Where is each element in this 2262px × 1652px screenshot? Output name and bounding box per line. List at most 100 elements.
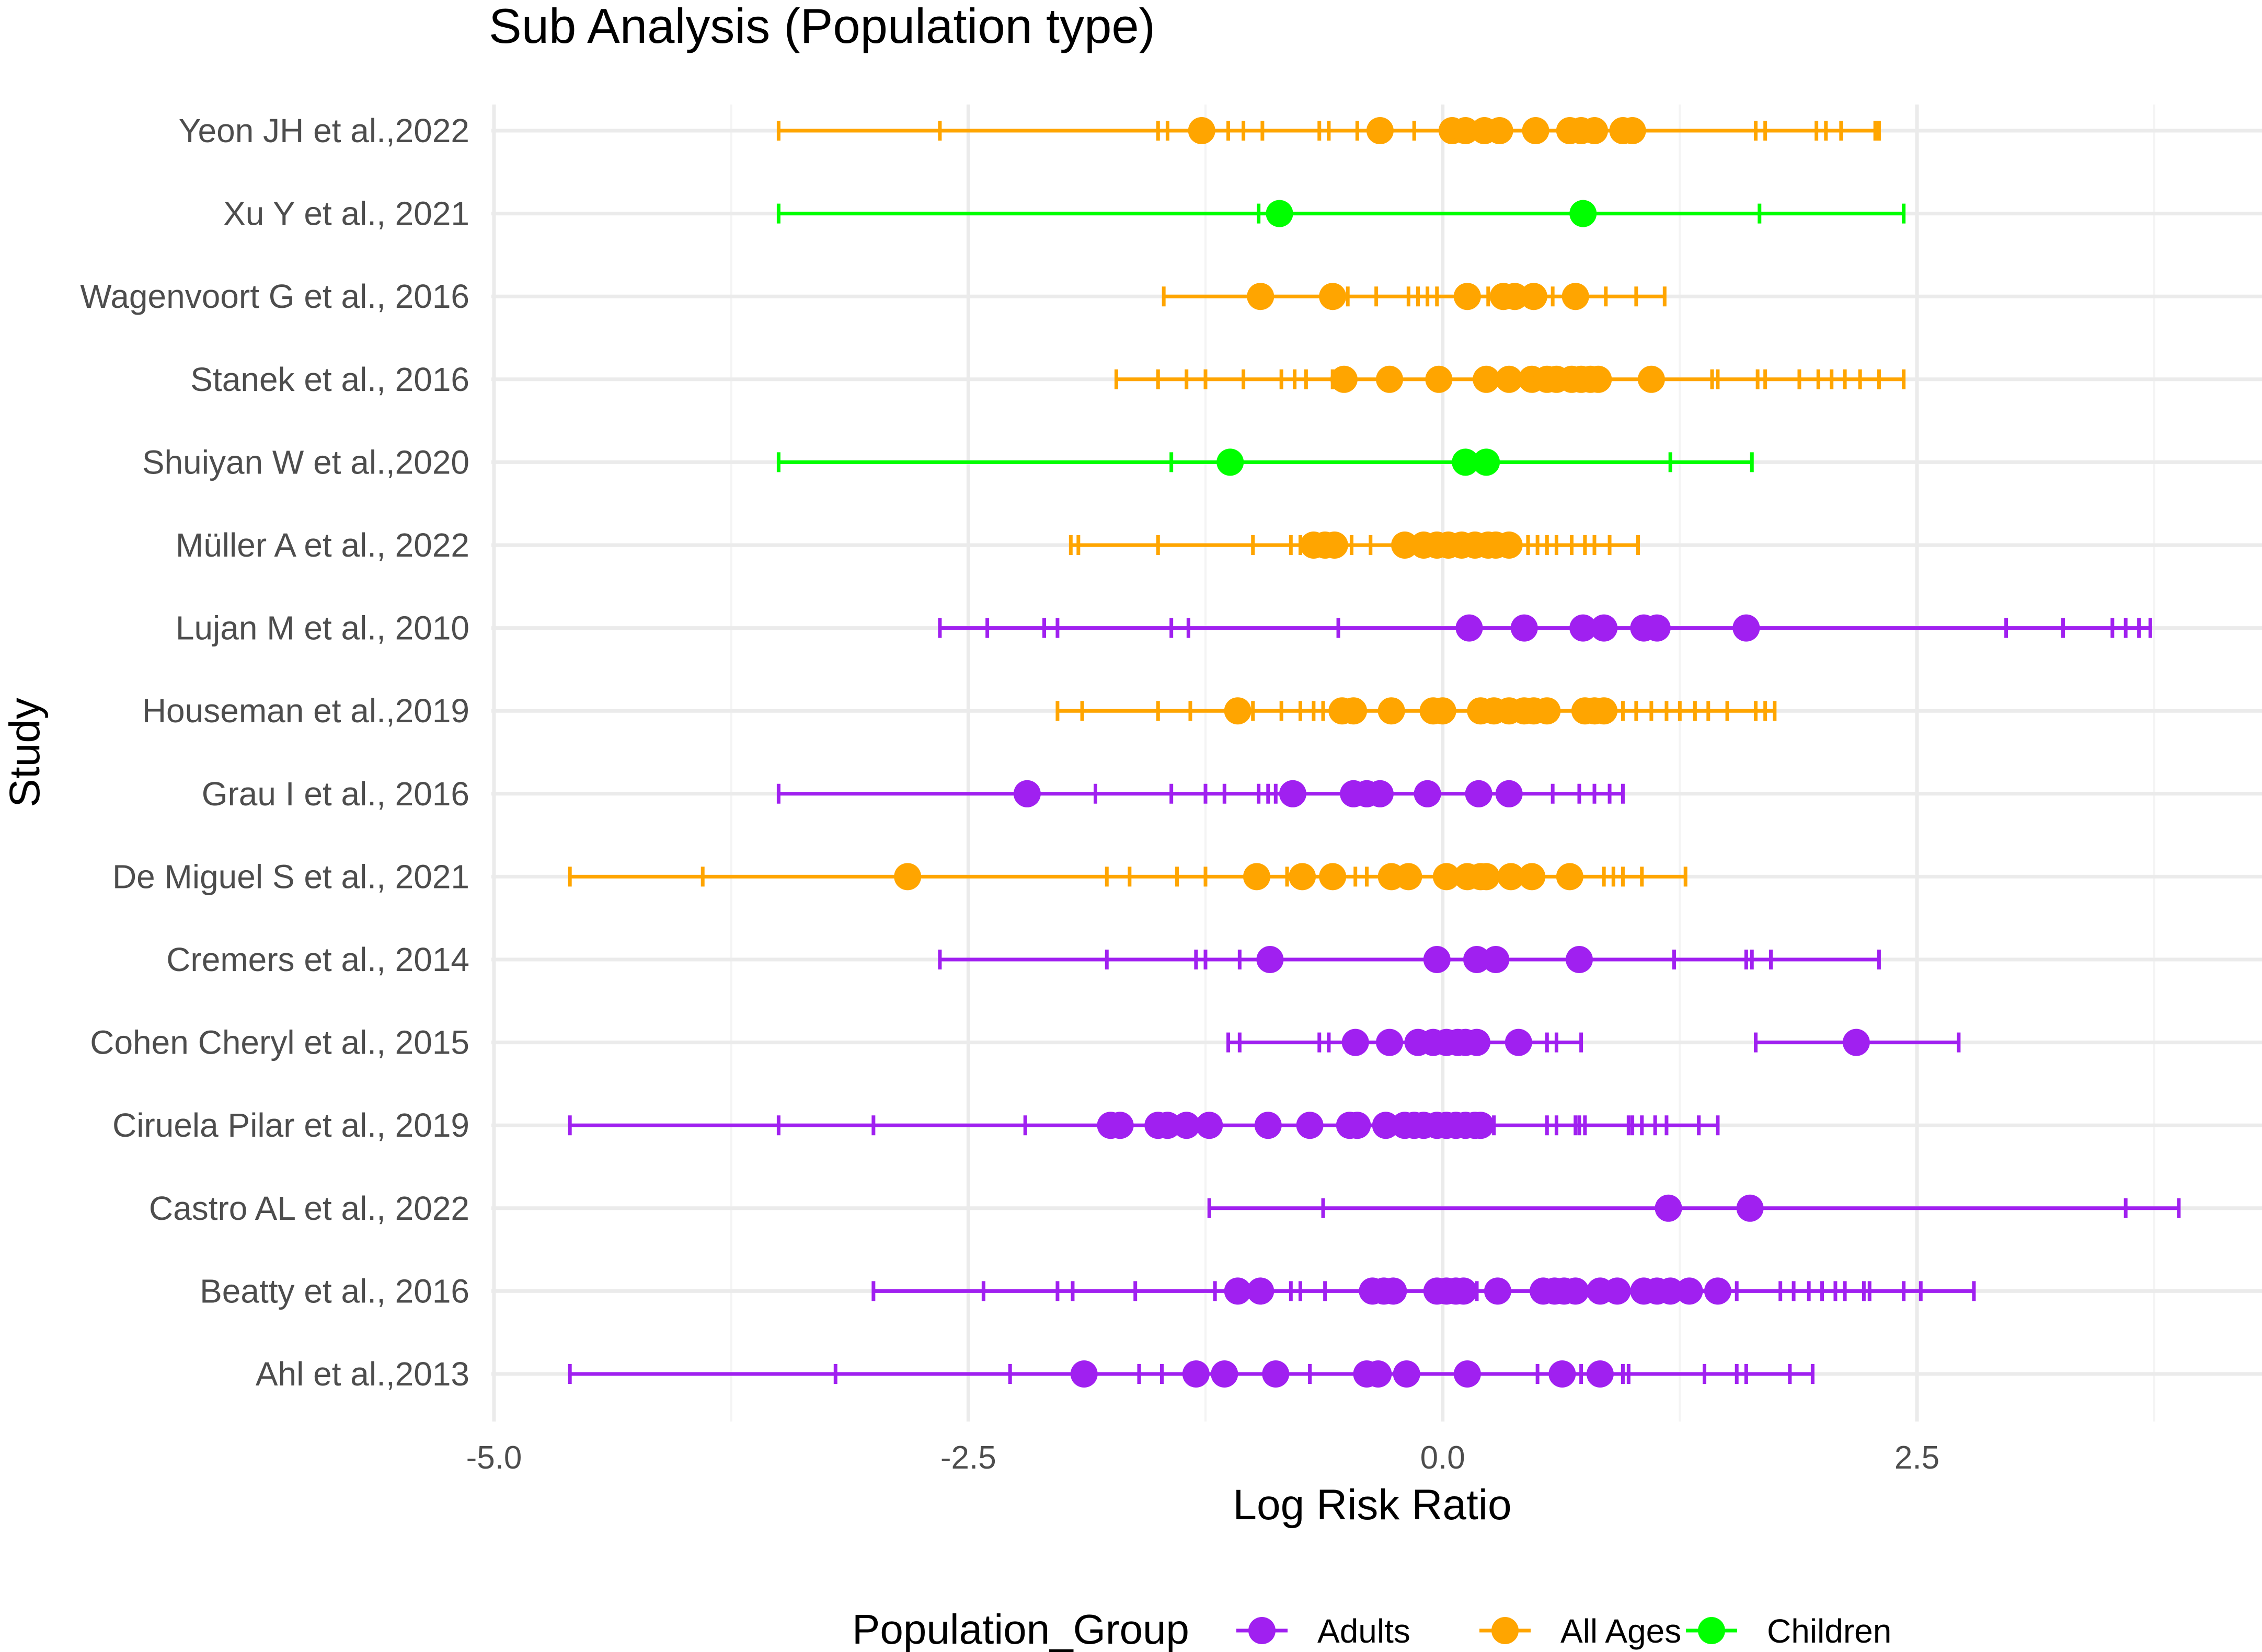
study-label: Houseman et al.,2019 [142,692,469,730]
estimate-point [1497,863,1525,891]
study-row [776,200,1906,227]
estimate-point [1450,1277,1477,1305]
estimate-point [1182,1360,1210,1388]
estimate-point [1173,1112,1200,1139]
estimate-point [1188,117,1215,144]
estimate-point [1423,946,1451,973]
estimate-point [1463,946,1490,973]
estimate-point [1254,1112,1282,1139]
study-row [1055,697,1777,725]
estimate-point [1473,448,1500,476]
estimate-point [1243,863,1270,891]
x-tick-label: -5.0 [466,1440,522,1476]
study-label: Grau I et al., 2016 [202,775,469,813]
estimate-point [1279,780,1306,807]
estimate-point [1584,365,1612,393]
x-tick-label: -2.5 [940,1440,996,1476]
estimate-point [1319,863,1347,891]
estimate-point [1495,532,1523,559]
estimate-point [1452,448,1479,476]
estimate-point [1556,863,1583,891]
estimate-point [1414,780,1441,807]
x-axis-title: Log Risk Ratio [1233,1481,1511,1529]
estimate-point [1495,365,1523,393]
estimate-point [1321,532,1348,559]
study-label: De Miguel S et al., 2021 [112,858,469,895]
estimate-point [1569,200,1597,227]
legend-key-point [1491,1617,1519,1644]
estimate-point [1344,1112,1371,1139]
estimate-point [1224,697,1251,725]
estimate-point [1330,365,1358,393]
estimate-point [1455,614,1483,642]
estimate-point [1482,946,1510,973]
study-label: Cohen Cheryl et al., 2015 [90,1024,469,1061]
legend-label: Children [1767,1612,1891,1650]
study-label: Castro AL et al., 2022 [149,1189,469,1227]
study-row [776,117,1881,144]
estimate-point [1520,283,1547,310]
study-label: Beatty et al., 2016 [200,1272,469,1310]
estimate-point [1618,117,1646,144]
estimate-point [1465,780,1492,807]
estimate-point [1463,1029,1490,1056]
estimate-point [1453,283,1481,310]
study-row [1162,283,1667,310]
estimate-point [1736,1194,1764,1222]
estimate-point [1495,780,1523,807]
estimate-point [1510,614,1538,642]
study-row [1114,365,1906,393]
x-tick-label: 0.0 [1420,1440,1465,1476]
estimate-point [1655,1194,1682,1222]
study-labels: Yeon JH et al.,2022 Xu Y et al., 2021 Wage… [80,112,469,1393]
estimate-point [1467,1112,1495,1139]
estimate-point [1070,1360,1098,1388]
y-axis-title: Study [1,698,49,807]
estimate-point [1505,1029,1532,1056]
legend-label: All Ages [1560,1612,1681,1650]
estimate-point [1565,946,1593,973]
estimate-point [1704,1277,1731,1305]
estimate-point [1224,1277,1251,1305]
study-label: Ciruela Pilar et al., 2019 [112,1106,469,1144]
estimate-point [1376,1029,1404,1056]
estimate-point [1372,1112,1399,1139]
estimate-point [1366,780,1394,807]
study-row [938,946,1881,973]
estimate-point [1603,1277,1631,1305]
estimate-point [1289,863,1316,891]
estimate-point [1522,117,1549,144]
study-row [568,1360,1815,1388]
legend-key-point [1248,1617,1276,1644]
study-label: Shuiyan W et al.,2020 [142,443,469,481]
estimate-point [1366,117,1394,144]
estimate-point [1637,365,1665,393]
estimate-point [1501,283,1529,310]
study-label: Xu Y et al., 2021 [223,195,469,233]
estimate-point [1380,1277,1407,1305]
estimate-point [1247,1277,1274,1305]
estimate-point [1216,448,1244,476]
estimate-point [1393,1360,1420,1388]
estimate-point [1473,863,1500,891]
estimate-point [1429,697,1456,725]
estimate-point [1341,1029,1369,1056]
estimate-point [1266,200,1293,227]
study-row [938,614,2152,642]
estimate-point [1376,365,1404,393]
estimate-point [1484,1277,1511,1305]
estimate-point [1561,1277,1589,1305]
estimate-point [1732,614,1760,642]
estimate-point [1256,946,1284,973]
estimate-point [1395,863,1422,891]
estimate-point [1340,697,1368,725]
estimate-point [1432,863,1460,891]
study-label: Stanek et al., 2016 [190,361,469,398]
study-label: Ahl et al.,2013 [256,1355,469,1393]
estimate-point [1561,283,1589,310]
estimate-point [1364,1360,1392,1388]
estimate-point [1154,1112,1181,1139]
legend-title: Population_Group [852,1606,1189,1652]
